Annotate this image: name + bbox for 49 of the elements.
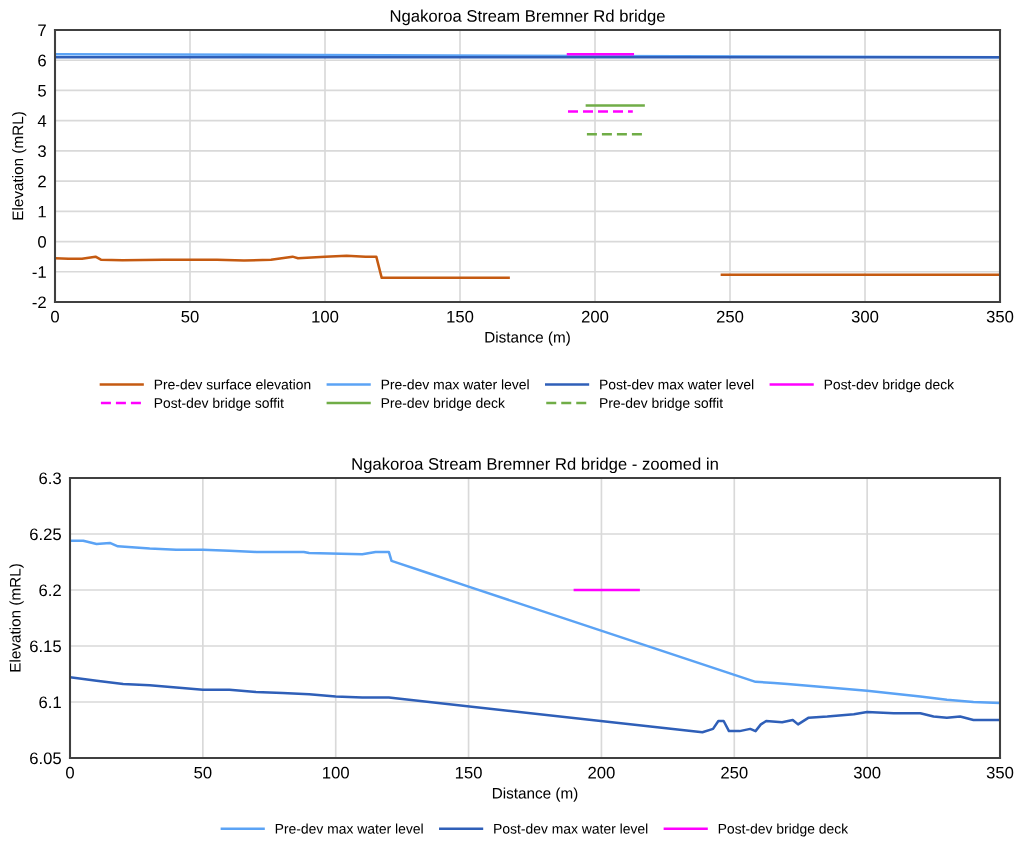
legend-label: Pre-dev surface elevation	[154, 379, 311, 390]
x-tick-label: 100	[323, 766, 349, 779]
y-tick-label: 4	[37, 115, 47, 127]
y-tick-label: 7	[38, 24, 46, 37]
x-tick-label: 250	[716, 310, 744, 323]
x-tick-label: 0	[66, 766, 74, 779]
x-tick-label: 50	[194, 766, 212, 779]
y-tick-label: 6.2	[39, 584, 61, 597]
y-tick-label: -2	[32, 296, 46, 309]
line-series	[70, 539, 1000, 705]
y-tick-label: 6	[38, 54, 46, 67]
x-tick-label: 300	[853, 766, 881, 779]
legend-label: Pre-dev bridge deck	[381, 397, 505, 411]
x-tick-label: 100	[312, 310, 339, 323]
y-tick-label: 6.05	[30, 752, 61, 765]
y-tick-label: 6.3	[39, 472, 61, 485]
legend-label: Post-dev bridge deck	[718, 823, 849, 837]
chart-title: Ngakoroa Stream Bremner Rd bridge - zoomed in	[352, 457, 718, 474]
legend-label: Post-dev bridge soffit	[154, 397, 284, 411]
x-tick-label: 250	[721, 766, 748, 779]
legend-label: Post-dev max water level	[494, 823, 648, 834]
y-tick-label: 6.25	[30, 528, 61, 541]
legend-label: Pre-dev max water level	[275, 823, 423, 834]
x-tick-label: 150	[447, 310, 474, 323]
y-tick-label: 0	[38, 235, 47, 248]
legend-label: Pre-dev bridge soffit	[600, 397, 723, 411]
x-axis-title: Distance (m)	[492, 787, 578, 802]
y-tick-label: 3	[38, 145, 46, 158]
y-tick-label: 6.1	[39, 696, 61, 709]
x-tick-label: 350	[986, 310, 1014, 323]
legend-label: Pre-dev max water level	[381, 379, 529, 390]
x-tick-label: 200	[588, 766, 615, 779]
x-tick-label: 350	[986, 766, 1014, 779]
x-tick-label: 200	[581, 310, 609, 323]
chart-title: Ngakoroa Stream Bremner Rd bridge	[390, 9, 665, 26]
y-tick-label: 2	[38, 175, 46, 188]
y-tick-label: -1	[32, 266, 46, 278]
y-axis-title: Elevation (mRL)	[12, 112, 27, 220]
x-tick-label: 150	[455, 766, 482, 779]
y-tick-label: 5	[38, 85, 46, 97]
legend-label: Post-dev max water level	[600, 379, 754, 390]
legend-label: Post-dev bridge deck	[824, 379, 955, 393]
y-tick-label: 1	[38, 205, 46, 218]
y-axis-title: Elevation (mRL)	[9, 564, 24, 672]
x-tick-label: 50	[181, 310, 199, 323]
y-tick-label: 6.15	[30, 640, 61, 653]
x-axis-title: Distance (m)	[485, 331, 570, 346]
x-tick-label: 300	[851, 310, 879, 323]
line-series	[70, 676, 1000, 734]
